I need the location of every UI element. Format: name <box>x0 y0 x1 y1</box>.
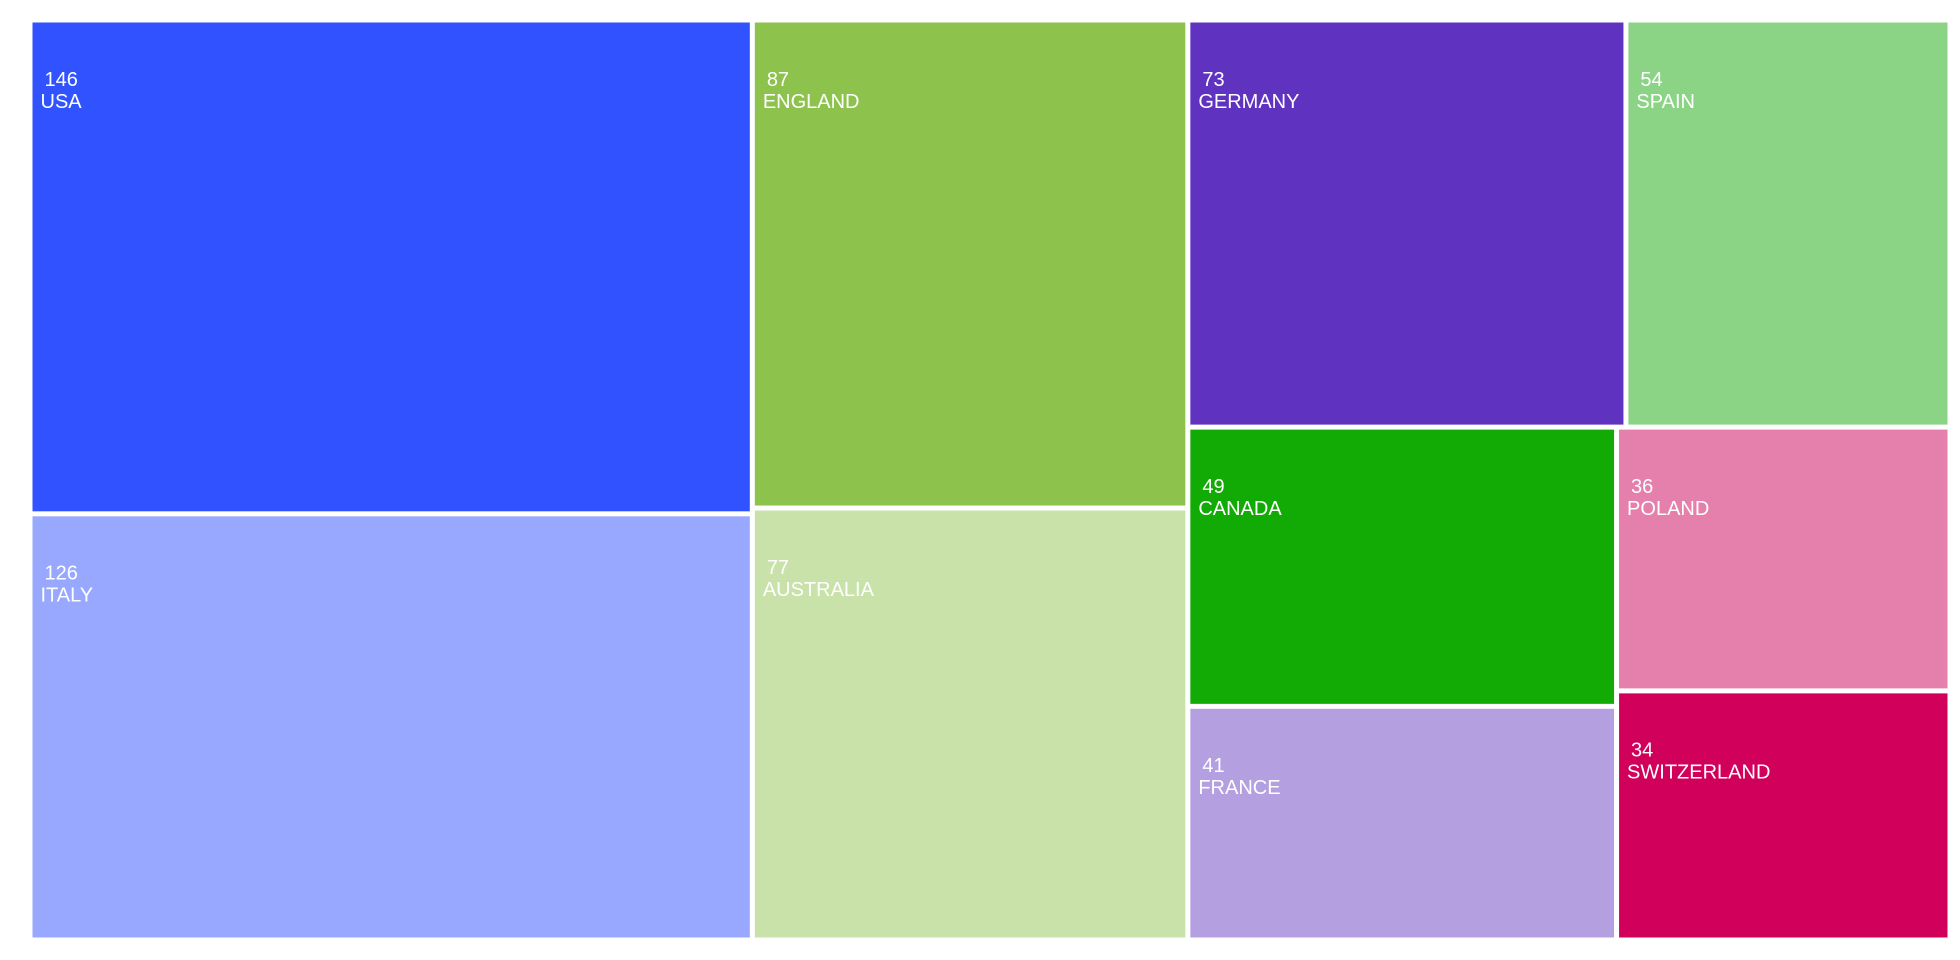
tile <box>1619 693 1948 938</box>
tile <box>1190 22 1624 425</box>
tile-value: 34 <box>1631 740 1653 762</box>
tile-label: ENGLAND <box>763 91 860 113</box>
tile-value: 49 <box>1202 476 1224 498</box>
tile-value: 36 <box>1631 476 1653 498</box>
tile <box>1628 22 1948 425</box>
tile-label: POLAND <box>1627 498 1709 520</box>
tile-label: AUSTRALIA <box>763 579 875 601</box>
tile-label: SPAIN <box>1636 91 1695 113</box>
tile <box>32 22 750 512</box>
tile <box>1190 429 1615 704</box>
tile-label: FRANCE <box>1198 777 1280 799</box>
tile-value: 146 <box>45 69 78 91</box>
tile <box>32 516 750 938</box>
tile <box>754 22 1186 506</box>
tile <box>754 510 1186 938</box>
tile-value: 87 <box>767 69 789 91</box>
tile <box>1190 708 1615 938</box>
tile-label: USA <box>41 91 83 113</box>
tile <box>1619 429 1948 689</box>
tile-value: 73 <box>1202 69 1224 91</box>
tile-value: 77 <box>767 557 789 579</box>
tile-value: 126 <box>45 563 78 585</box>
tile-label: ITALY <box>41 585 94 607</box>
tile-label: CANADA <box>1198 498 1282 520</box>
tile-value: 41 <box>1202 755 1224 777</box>
tile-label: SWITZERLAND <box>1627 762 1770 784</box>
tile-value: 54 <box>1640 69 1662 91</box>
tile-label: GERMANY <box>1198 91 1299 113</box>
